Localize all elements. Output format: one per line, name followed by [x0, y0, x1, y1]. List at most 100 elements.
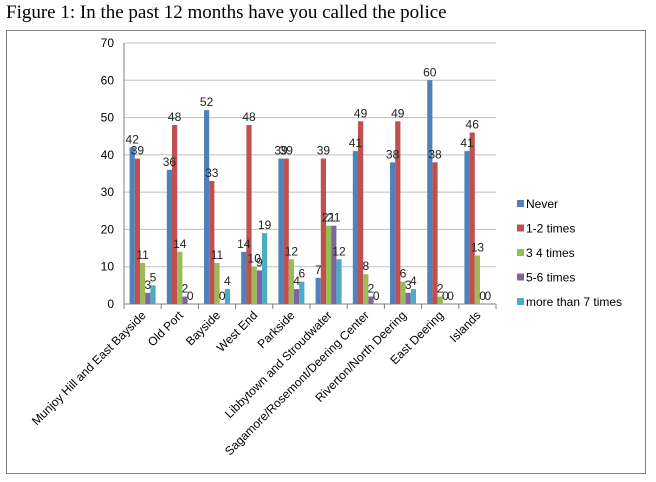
data-label: 7 — [315, 263, 322, 277]
legend-swatch — [517, 298, 524, 305]
data-label: 21 — [322, 211, 336, 225]
bar — [474, 255, 480, 304]
data-label: 11 — [136, 248, 149, 262]
bar — [405, 292, 411, 304]
data-label: 21 — [327, 211, 341, 225]
data-label: 14 — [173, 237, 187, 251]
bar — [224, 289, 230, 304]
data-label: 4 — [224, 274, 231, 288]
bar — [140, 262, 146, 304]
bar — [432, 162, 438, 304]
bar — [251, 266, 257, 304]
bar — [283, 158, 289, 304]
legend-label: 3 4 times — [526, 246, 575, 260]
data-label: 6 — [400, 267, 407, 281]
legend-label: Never — [526, 197, 558, 211]
legend-label: 1-2 times — [526, 222, 575, 236]
data-label: 0 — [187, 289, 194, 303]
data-label: 3 — [405, 278, 412, 292]
bar — [246, 125, 252, 305]
data-label: 39 — [280, 144, 294, 158]
bar — [427, 80, 433, 305]
y-tick-label: 70 — [101, 36, 115, 50]
bar — [214, 262, 220, 304]
y-tick-label: 20 — [101, 222, 115, 236]
data-label: 3 — [144, 278, 151, 292]
data-label: 46 — [466, 117, 480, 131]
bar — [204, 110, 210, 304]
data-label: 0 — [373, 289, 380, 303]
data-label: 49 — [354, 106, 368, 120]
data-label: 42 — [126, 132, 140, 146]
data-label: 38 — [428, 147, 442, 161]
data-label: 9 — [256, 255, 263, 269]
data-label: 13 — [471, 241, 485, 255]
bar — [395, 121, 401, 304]
x-tick-label: Old Port — [145, 308, 186, 349]
x-tick-label: Islands — [447, 308, 484, 345]
y-tick-label: 40 — [101, 148, 115, 162]
legend-swatch — [517, 273, 524, 281]
legend-swatch — [517, 249, 524, 256]
data-label: 8 — [362, 259, 369, 273]
legend: Never 1-2 times 3 4 times 5-6 times more tha… — [517, 197, 622, 309]
chart-frame — [6, 30, 646, 474]
bar — [241, 251, 247, 304]
data-label: 4 — [410, 274, 417, 288]
bar — [134, 158, 140, 304]
bar — [400, 281, 406, 304]
y-tick-label: 50 — [101, 111, 115, 125]
data-label: 0 — [442, 289, 449, 303]
bar — [150, 285, 156, 304]
data-label: 2 — [368, 282, 375, 296]
bar — [368, 296, 374, 304]
data-label: 33 — [205, 166, 219, 180]
data-label: 39 — [317, 144, 331, 158]
data-label: 5 — [150, 270, 157, 284]
bar — [363, 274, 369, 304]
data-label: 39 — [131, 144, 145, 158]
bar — [294, 289, 300, 304]
bar — [390, 162, 396, 304]
data-label: 0 — [219, 289, 226, 303]
bar — [299, 281, 305, 304]
y-tick-label: 30 — [101, 185, 115, 199]
data-label: 14 — [237, 237, 251, 251]
data-label: 11 — [211, 248, 224, 262]
data-label: 48 — [168, 110, 182, 124]
bar — [129, 147, 135, 304]
x-tick-label: Munjoy Hill and East Bayside — [29, 308, 149, 428]
bar — [172, 125, 178, 305]
data-label: 19 — [258, 218, 272, 232]
bar — [209, 180, 215, 304]
bar — [262, 233, 268, 304]
bar — [145, 292, 151, 304]
y-tick-label: 10 — [101, 260, 115, 274]
data-label: 0 — [484, 289, 491, 303]
y-tick-label: 60 — [101, 73, 115, 87]
legend-label: more than 7 times — [526, 295, 622, 309]
legend-label: 5-6 times — [526, 271, 575, 285]
data-label: 41 — [460, 136, 474, 150]
data-label: 36 — [163, 155, 177, 169]
y-tick-label: 0 — [107, 297, 114, 311]
legend-swatch — [517, 224, 524, 232]
bar — [437, 296, 443, 304]
data-label: 60 — [423, 65, 437, 79]
data-labels: 4239113536481420523311041448109193939124… — [126, 65, 492, 303]
bar — [166, 169, 172, 304]
data-label: 6 — [298, 267, 305, 281]
data-label: 12 — [332, 244, 346, 258]
data-label: 41 — [349, 136, 363, 150]
bar — [256, 270, 262, 304]
bar — [410, 289, 416, 304]
bar — [278, 158, 284, 304]
data-label: 10 — [248, 252, 262, 266]
data-label: 2 — [182, 282, 189, 296]
bar — [358, 121, 364, 304]
legend-swatch — [517, 200, 524, 207]
data-label: 2 — [437, 282, 444, 296]
bar — [331, 225, 337, 304]
